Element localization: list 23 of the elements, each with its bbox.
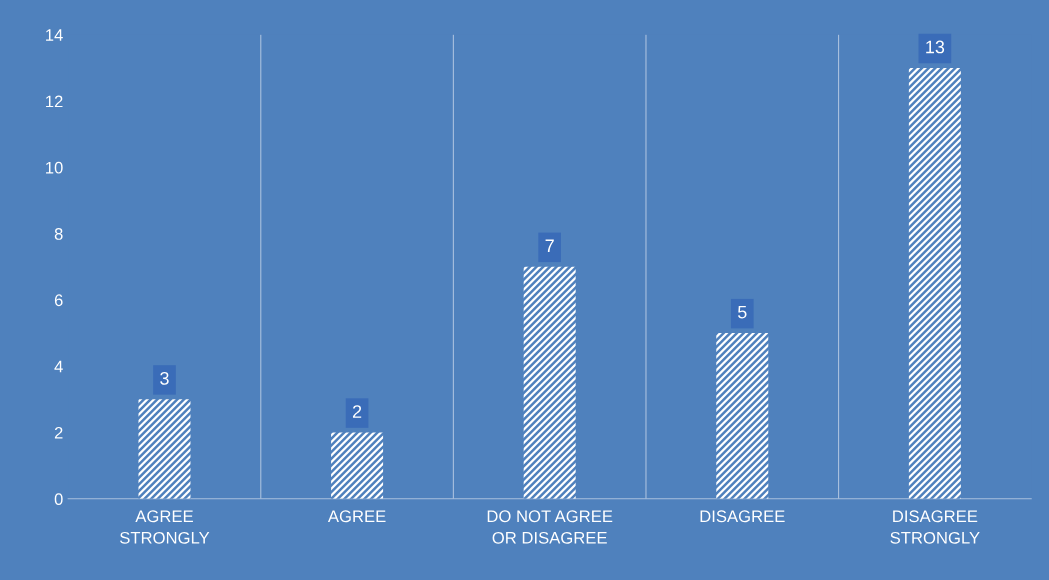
y-tick-label: 10 bbox=[46, 161, 63, 174]
bar bbox=[523, 266, 576, 499]
x-tick-label: DISAGREE STRONGLY bbox=[890, 510, 980, 544]
x-tick-label: DISAGREE bbox=[700, 510, 785, 523]
bar bbox=[331, 432, 384, 499]
data-label: 2 bbox=[352, 405, 362, 418]
y-tick-label: 6 bbox=[54, 294, 63, 307]
data-label: 5 bbox=[737, 305, 747, 319]
x-tick-label: DO NOT AGREE OR DISAGREE bbox=[487, 510, 613, 544]
data-label: 7 bbox=[545, 239, 554, 253]
y-tick-label: 2 bbox=[54, 426, 63, 439]
data-label: 3 bbox=[160, 371, 169, 385]
y-tick-label: 8 bbox=[54, 228, 63, 240]
data-label: 13 bbox=[926, 40, 945, 54]
y-tick-label: 12 bbox=[46, 95, 63, 108]
bar bbox=[908, 67, 961, 499]
bar bbox=[138, 399, 191, 499]
x-tick-label: AGREE bbox=[327, 510, 386, 523]
x-tick-label: AGREE STRONGLY bbox=[120, 510, 210, 544]
y-tick-label: 14 bbox=[46, 29, 63, 41]
bar bbox=[716, 333, 769, 499]
y-tick-label: 0 bbox=[54, 493, 63, 505]
y-tick-label: 4 bbox=[54, 360, 63, 373]
